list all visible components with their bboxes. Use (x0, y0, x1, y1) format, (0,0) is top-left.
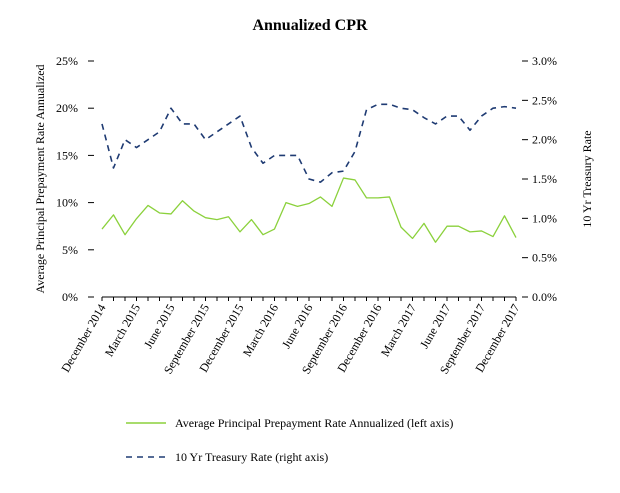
right-tick-label: 2.5% (532, 93, 557, 107)
left-axis-ticks: 0% 5% 10% 15% 20% 25% (56, 54, 94, 304)
left-tick-label: 15% (56, 148, 78, 162)
right-tick-label: 3.0% (532, 54, 557, 68)
x-tick-label: June 2016 (279, 302, 316, 351)
legend-label-treasury: 10 Yr Treasury Rate (right axis) (175, 450, 328, 464)
x-tick-label: June 2017 (417, 302, 454, 351)
x-tick-label: June 2015 (141, 302, 178, 351)
series-layer (101, 103, 517, 243)
right-tick-label: 0.5% (532, 251, 557, 265)
x-tick-label: March 2017 (378, 302, 419, 360)
left-tick-label: 0% (62, 290, 78, 304)
chart-title: Annualized CPR (252, 17, 368, 34)
x-tick-label: March 2015 (102, 302, 143, 360)
series-line-treasury (101, 103, 517, 183)
left-axis-label: Average Principal Prepayment Rate Annual… (33, 64, 47, 293)
x-tick-label: December 2014 (58, 302, 108, 375)
right-tick-label: 2.0% (532, 133, 557, 147)
legend: Average Principal Prepayment Rate Annual… (126, 416, 453, 464)
series-line-prepayment (101, 177, 517, 243)
right-tick-label: 0.0% (532, 290, 557, 304)
right-axis-label: 10 Yr Treasury Rate (580, 130, 594, 227)
left-tick-label: 10% (56, 196, 78, 210)
right-axis-ticks: 0.0% 0.5% 1.0% 1.5% 2.0% 2.5% 3.0% (522, 54, 557, 304)
right-tick-label: 1.0% (532, 211, 557, 225)
right-tick-label: 1.5% (532, 172, 557, 186)
left-tick-label: 5% (62, 243, 78, 257)
left-tick-label: 20% (56, 101, 78, 115)
legend-label-prepayment: Average Principal Prepayment Rate Annual… (175, 416, 453, 430)
x-tick-label: March 2016 (240, 302, 281, 360)
left-tick-label: 25% (56, 54, 78, 68)
